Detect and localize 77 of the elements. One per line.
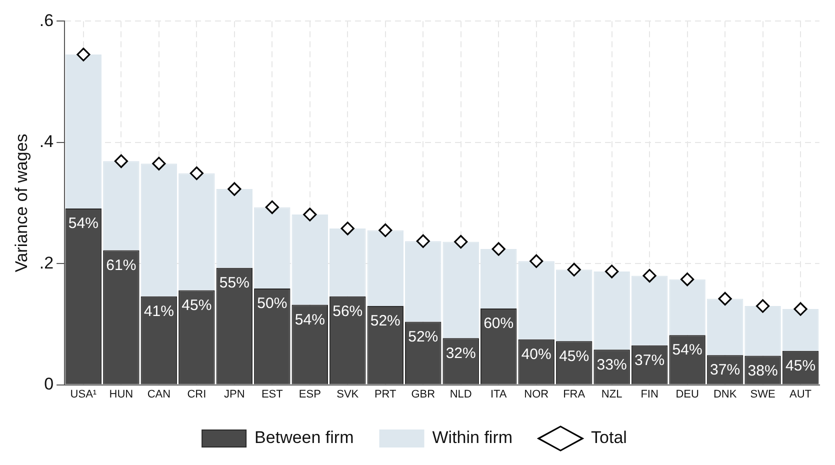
bar (594, 271, 630, 350)
x-tick-label: DEU (676, 388, 699, 400)
y-tick-label: 0 (44, 374, 54, 394)
bar (669, 279, 706, 336)
annotation: 61% (106, 256, 136, 274)
bar (556, 270, 592, 342)
point (642, 268, 656, 283)
annotation: 40% (521, 346, 552, 363)
x-tick-label: ESP (298, 388, 321, 400)
x-tick-label: USA¹ (70, 388, 97, 400)
x-tick-label: CAN (147, 388, 171, 400)
point (152, 156, 166, 170)
point (567, 262, 581, 276)
bar (631, 276, 668, 346)
annotation: 45% (559, 348, 590, 365)
bar (744, 306, 781, 356)
point (378, 223, 392, 238)
x-tick-label: HUN (109, 388, 134, 400)
bar (405, 241, 442, 322)
x-tick-label: JPN (224, 388, 245, 400)
point (756, 299, 770, 313)
annotation: 45% (786, 358, 816, 375)
point (303, 208, 317, 222)
y-tick-label: .6 (39, 10, 54, 30)
point (718, 292, 732, 306)
point (76, 48, 90, 62)
x-tick-label: FRA (563, 388, 586, 400)
annotation: 45% (182, 296, 212, 314)
point (416, 234, 430, 248)
x-tick-label: AUT (790, 388, 812, 400)
bar (782, 309, 819, 351)
annotation: 52% (408, 328, 438, 346)
annotation: 38% (748, 362, 778, 380)
point (680, 272, 694, 286)
legend-label: Within firm (432, 428, 513, 448)
annotation: 50% (257, 295, 288, 312)
point (605, 264, 619, 278)
annotation: 41% (144, 302, 174, 320)
point (454, 234, 468, 249)
bar (103, 161, 140, 250)
x-tick-label: NOR (524, 388, 549, 400)
annotation: 33% (596, 356, 627, 374)
x-tick-label: FIN (640, 388, 658, 400)
x-tick-label: ITA (490, 388, 508, 400)
y-axis-title: Variance of wages (12, 134, 31, 272)
x-tick-label: SVK (336, 388, 360, 400)
bar (706, 298, 744, 356)
point (340, 222, 354, 236)
annotation: 54% (68, 215, 98, 232)
annotation: 56% (332, 302, 363, 320)
point (114, 154, 128, 168)
y-tick-label: .4 (39, 132, 54, 152)
annotation: 60% (484, 315, 514, 332)
x-tick-label: DNK (713, 388, 738, 400)
annotation: 32% (446, 344, 476, 362)
point (265, 200, 279, 214)
legend-label: Between firm (254, 428, 354, 448)
point (190, 166, 204, 180)
x-tick-label: SWE (750, 388, 776, 400)
annotation: 55% (219, 274, 250, 292)
annotation: 54% (294, 311, 325, 328)
x-tick-label: EST (261, 388, 284, 400)
y-tick-label: .2 (39, 253, 54, 272)
x-tick-label: CRI (187, 388, 206, 400)
x-tick-label: NZL (601, 388, 622, 400)
point (228, 182, 242, 196)
point (794, 302, 808, 316)
annotation: 37% (634, 352, 665, 370)
x-tick-label: PRT (374, 388, 397, 400)
x-tick-label: NLD (450, 388, 472, 400)
annotation: 37% (710, 362, 740, 379)
point (530, 254, 544, 268)
annotation: 52% (370, 312, 400, 330)
point (492, 242, 506, 256)
annotation: 54% (672, 342, 702, 359)
legend-label: Total (591, 428, 627, 448)
x-tick-label: GBR (411, 388, 436, 400)
